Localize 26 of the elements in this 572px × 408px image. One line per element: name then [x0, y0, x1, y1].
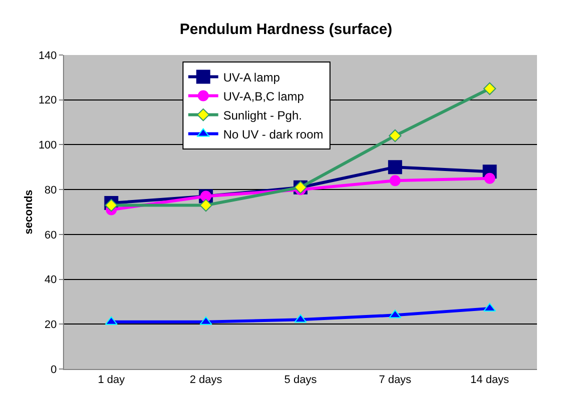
- point: [104, 198, 118, 212]
- chart-title: Pendulum Hardness (surface): [180, 20, 392, 38]
- y-tick-label: 100: [38, 140, 57, 152]
- legend-label: Sunlight - Pgh.: [223, 108, 302, 122]
- y-tick-label: 80: [44, 184, 57, 196]
- x-tick-label: 5 days: [284, 374, 318, 386]
- x-tick-label: 2 days: [190, 374, 223, 386]
- point: [484, 172, 496, 184]
- y-tick-label: 120: [38, 94, 57, 107]
- y-tick-label: 0: [50, 364, 57, 376]
- point: [388, 160, 402, 174]
- point: [390, 175, 401, 186]
- y-tick-label: 60: [44, 229, 57, 242]
- x-tick-label: 14 days: [470, 374, 510, 386]
- point: [388, 129, 402, 142]
- x-tick-label: 7 days: [378, 374, 412, 386]
- y-axis-title: seconds: [23, 190, 35, 234]
- legend-label: UV-A,B,C lamp: [223, 89, 304, 104]
- point: [200, 198, 212, 212]
- x-tick-label: 1 day: [98, 374, 126, 386]
- point: [483, 82, 496, 95]
- y-tick-label: 40: [44, 274, 57, 286]
- legend-label: No UV - dark room: [223, 127, 324, 142]
- legend-label: UV-A lamp: [223, 70, 280, 84]
- y-tick-label: 20: [44, 318, 57, 331]
- y-tick-label: 140: [38, 50, 57, 62]
